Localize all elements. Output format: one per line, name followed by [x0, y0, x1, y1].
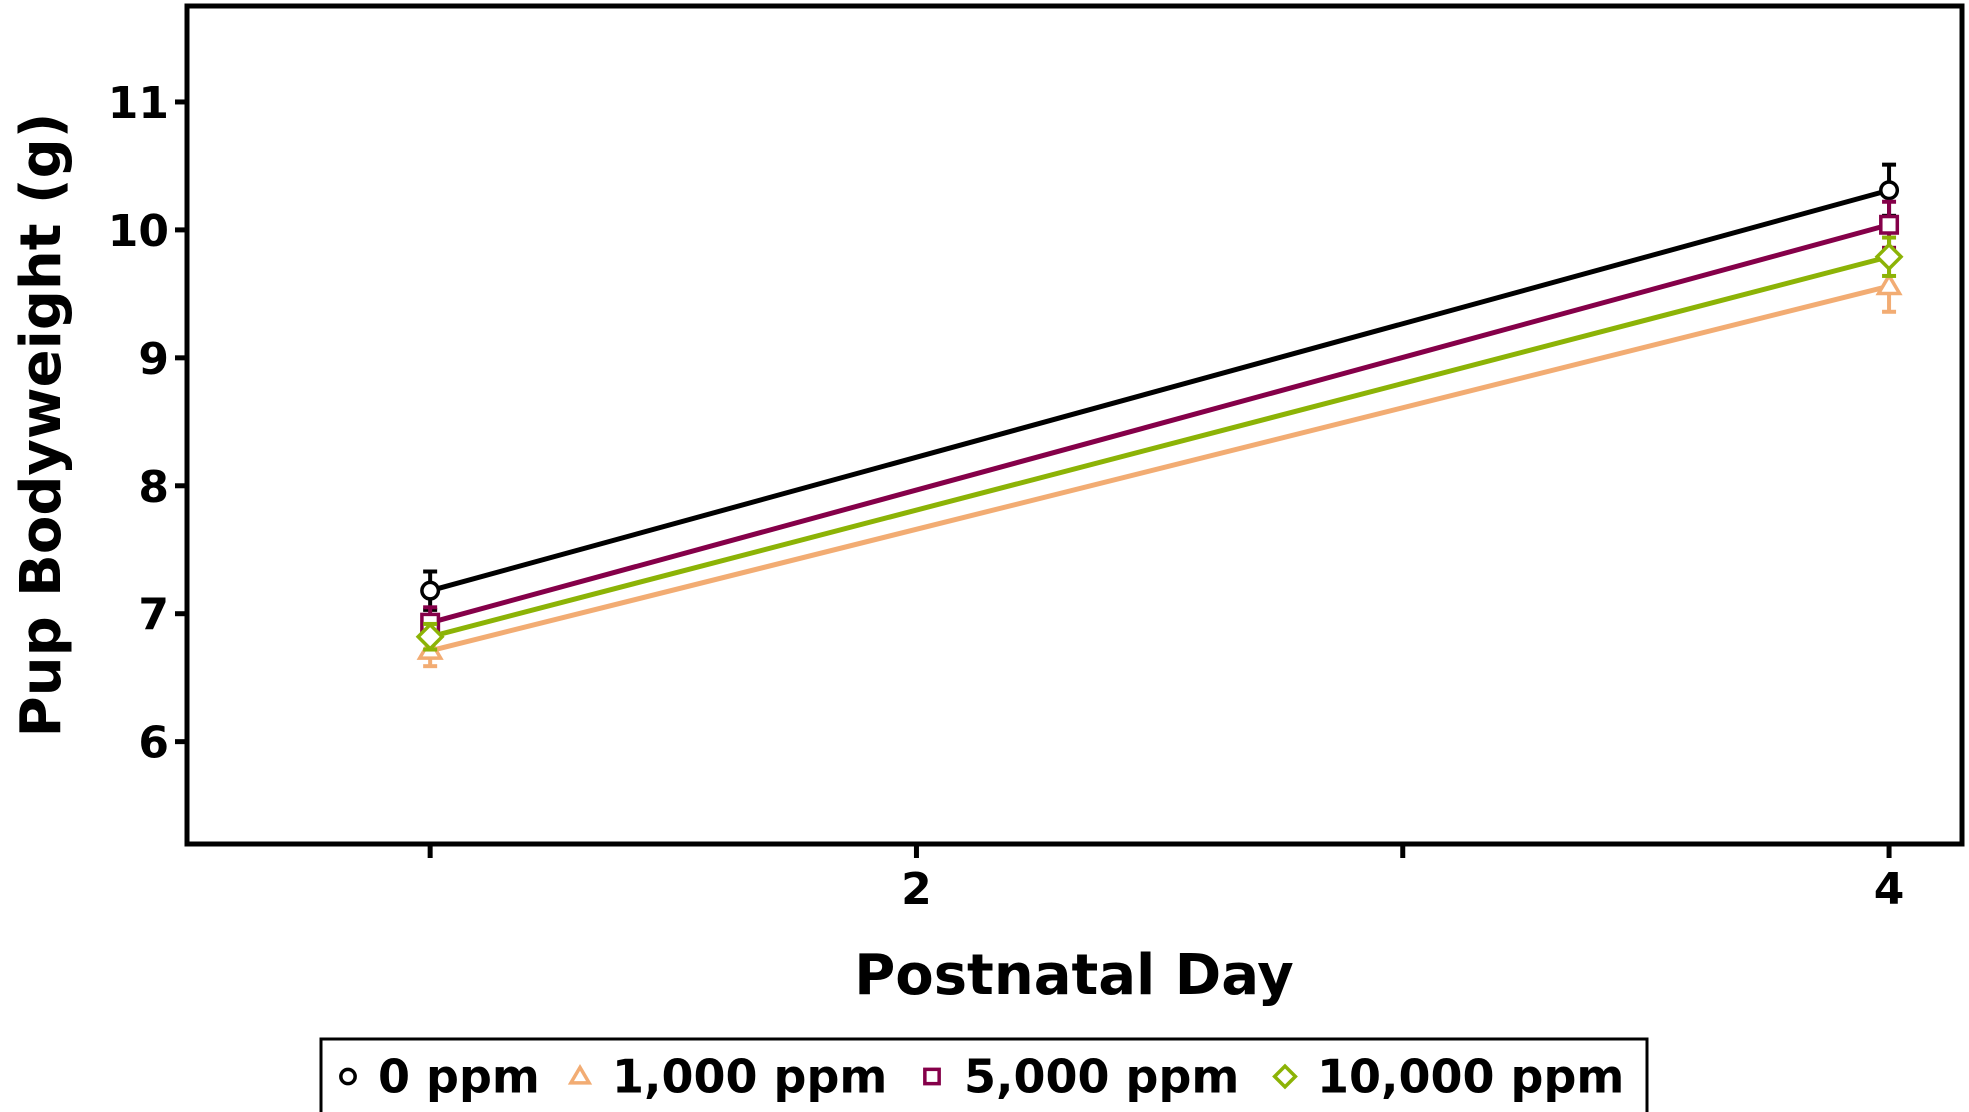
y-tick-label: 10 [108, 206, 169, 257]
legend: 0 ppm 1,000 ppm 5,000 ppm 10,000 ppm [319, 1037, 1649, 1112]
data-point [1874, 242, 1904, 272]
series-line [429, 187, 1890, 594]
axes: 6 7 8 9 10 11 2 4 [108, 78, 1905, 915]
data-point [415, 622, 445, 652]
x-tick-label: 2 [901, 864, 932, 915]
y-tick-label: 9 [138, 334, 169, 385]
legend-marker [1272, 1063, 1298, 1090]
legend-marker [923, 1067, 941, 1086]
series-triangle [416, 258, 1903, 669]
legend-marker [339, 1067, 357, 1086]
legend-label: 1,000 ppm [612, 1050, 887, 1104]
series-line [429, 254, 1890, 640]
y-tick-label: 8 [138, 462, 169, 513]
legend-label: 10,000 ppm [1317, 1050, 1624, 1104]
plot-frame [184, 3, 1965, 847]
plot-area [415, 162, 1904, 669]
y-tick-label: 6 [138, 718, 169, 769]
series-line [429, 283, 1890, 654]
series-square [420, 199, 1900, 641]
x-tick-label: 4 [1874, 864, 1905, 915]
y-tick-label: 7 [138, 590, 169, 641]
series-diamond [415, 235, 1904, 652]
y-tick-label: 11 [108, 78, 169, 129]
data-point [1879, 180, 1900, 201]
legend-marker [567, 1063, 593, 1085]
legend-label: 5,000 ppm [964, 1050, 1239, 1104]
data-point [420, 580, 441, 601]
series-circle [420, 162, 1900, 612]
data-point [1879, 214, 1900, 235]
legend-label: 0 ppm [378, 1050, 540, 1104]
x-axis-title: Postnatal Day [854, 943, 1294, 1008]
y-axis-title: Pup Bodyweight (g) [9, 113, 74, 738]
series-line [429, 222, 1890, 626]
legend-frame [319, 1037, 1649, 1112]
data-point [1875, 272, 1903, 296]
